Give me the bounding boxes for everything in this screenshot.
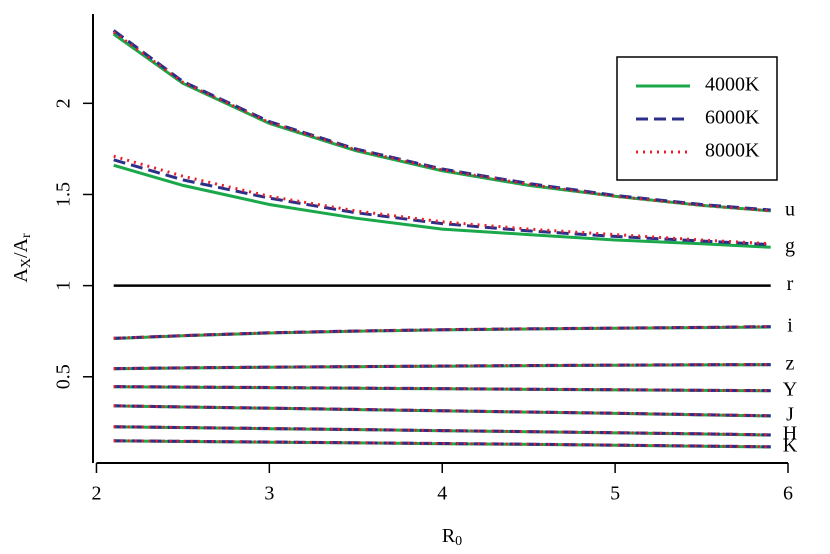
band-label: u <box>785 198 795 220</box>
x-axis-label: R0 <box>442 525 462 550</box>
band-label: J <box>786 404 794 426</box>
y-tick-label: 0.5 <box>53 364 75 389</box>
label-part: R <box>442 525 456 547</box>
data-line <box>113 158 771 247</box>
subscript: r <box>19 233 34 238</box>
y-tick-label: 1.5 <box>53 182 75 207</box>
data-line <box>113 363 771 371</box>
data-line <box>113 404 771 418</box>
x-tick-label: 3 <box>264 483 274 505</box>
data-line <box>113 325 771 340</box>
legend-label: 6000K <box>705 107 760 129</box>
label-part: /A <box>10 237 32 258</box>
x-tick-label: 2 <box>91 483 101 505</box>
x-tick-label: 4 <box>437 483 447 505</box>
subscript: X <box>19 258 34 268</box>
x-tick-label: 5 <box>610 483 620 505</box>
band-label: g <box>785 235 795 257</box>
data-line <box>112 29 771 212</box>
data-line <box>113 385 771 393</box>
band-label: z <box>786 352 795 374</box>
band-label: H <box>783 423 797 445</box>
y-axis-label: AX/Ar <box>10 233 35 283</box>
band-label: i <box>787 315 793 337</box>
band-label: K <box>783 435 798 457</box>
data-line <box>113 325 771 340</box>
band-label: r <box>787 273 794 295</box>
data-line <box>113 163 771 249</box>
data-line <box>112 32 771 213</box>
subscript: 0 <box>455 534 462 549</box>
label-part: A <box>10 268 32 283</box>
x-tick-label: 6 <box>783 483 793 505</box>
legend-label: 4000K <box>705 74 760 96</box>
data-line <box>113 439 771 449</box>
legend-label: 8000K <box>705 140 760 162</box>
band-label: Y <box>783 378 797 400</box>
y-tick-label: 1 <box>53 281 75 291</box>
y-tick-label: 2 <box>53 98 75 108</box>
data-line <box>113 425 771 437</box>
